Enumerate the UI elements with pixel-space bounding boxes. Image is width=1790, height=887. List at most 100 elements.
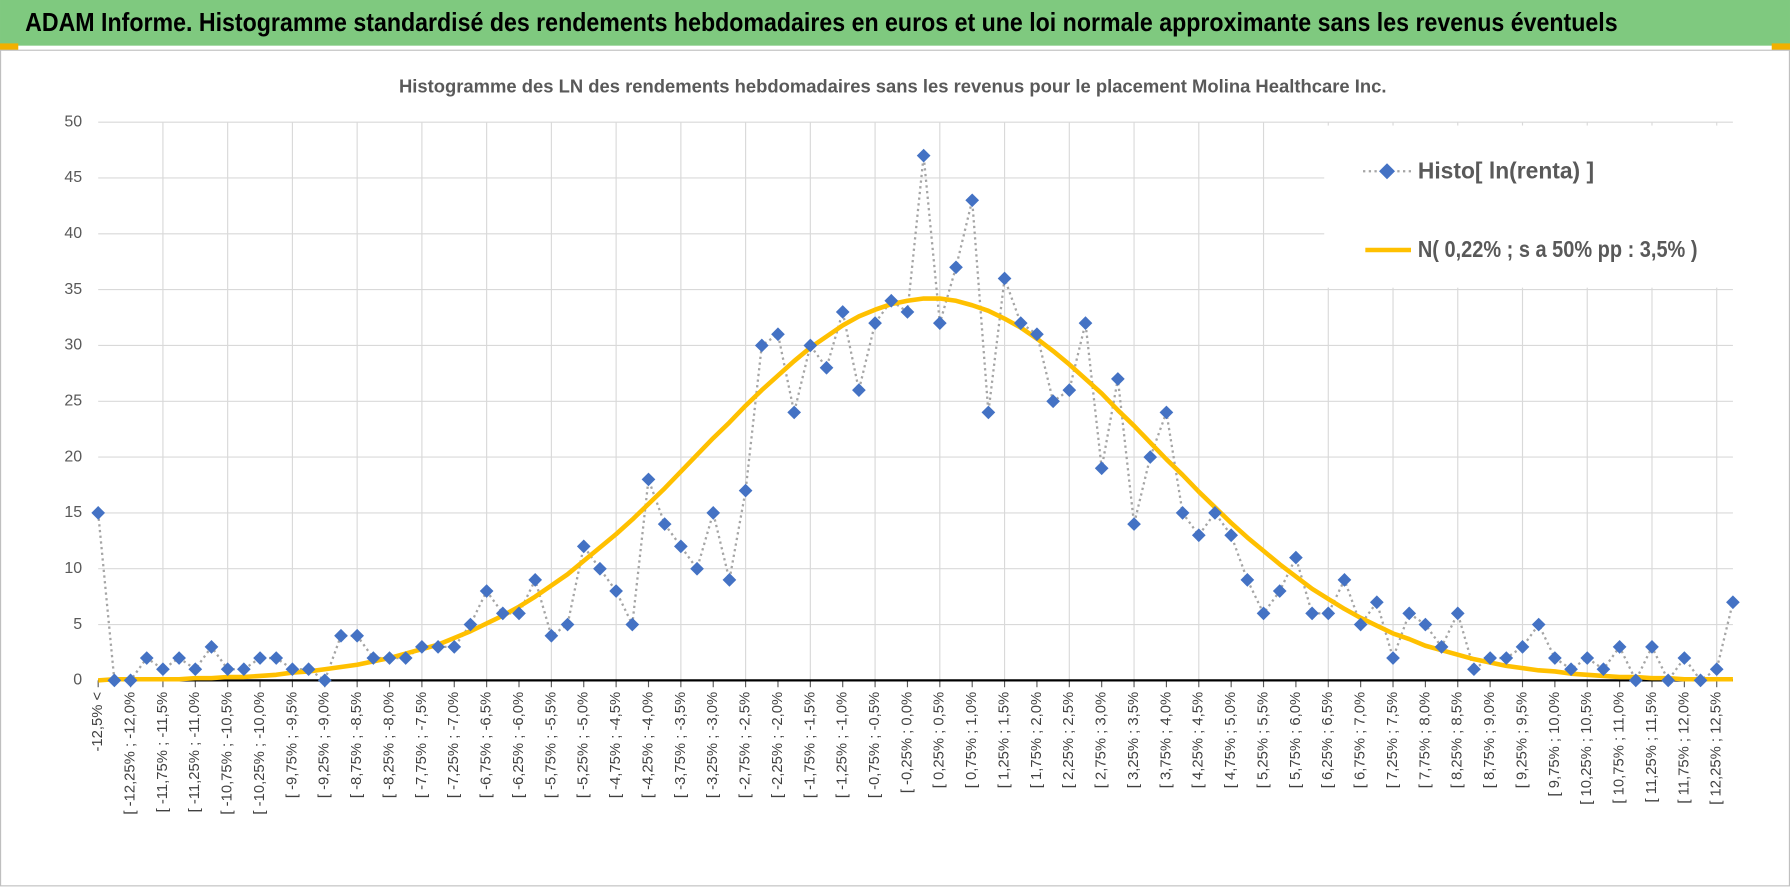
legend-box (1324, 125, 1736, 288)
chart-title: Histogramme des LN des rendements hebdom… (399, 76, 1386, 97)
x-tick-label: [ 1,75% ; 2,0% (1029, 692, 1045, 788)
marker (1612, 640, 1627, 654)
marker (463, 617, 478, 632)
marker (1369, 595, 1384, 610)
x-tick-label: [ -2,75% ; -2,5% (738, 692, 754, 798)
y-tick-label: 5 (73, 616, 82, 633)
x-tick-label: [ 0,25% ; 0,5% (932, 692, 948, 788)
y-tick-label: 30 (64, 337, 82, 354)
marker (156, 662, 170, 677)
legend-marker (1379, 163, 1396, 180)
y-tick-label: 40 (64, 225, 82, 242)
x-tick-label: [ 12,25% ; 12,5% (1709, 692, 1725, 805)
marker (738, 483, 753, 498)
x-tick-label: [ 4,25% ; 4,5% (1191, 692, 1207, 788)
header-bar (0, 0, 1790, 46)
marker (91, 506, 106, 520)
marker (657, 517, 672, 531)
x-tick-label: [ -4,75% ; -4,5% (608, 692, 624, 798)
y-tick-label: 45 (64, 169, 82, 186)
marker (690, 561, 704, 576)
x-tick-label: [ -6,25% ; -6,0% (511, 692, 527, 798)
x-tick-label: [ 8,75% ; 9,0% (1482, 692, 1498, 788)
x-tick-label: [ 6,75% ; 7,0% (1353, 692, 1369, 788)
marker (301, 662, 316, 677)
marker (1078, 316, 1093, 330)
marker (560, 617, 575, 632)
x-tick-label: [ -5,25% ; -5,0% (576, 692, 592, 798)
marker (1191, 528, 1206, 543)
x-tick-label: [ 10,25% ; 10,5% (1579, 692, 1595, 805)
legend-label: Histo[ ln(renta) ] (1418, 157, 1594, 183)
marker (1709, 662, 1724, 677)
marker (237, 662, 251, 677)
marker (884, 293, 899, 308)
x-tick-label: [ 7,75% ; 8,0% (1417, 692, 1433, 788)
x-tick-label: [ -3,75% ; -3,5% (673, 692, 689, 798)
marker (803, 338, 818, 353)
x-tick-label: [ 2,25% ; 2,5% (1061, 692, 1077, 788)
page-title: ADAM Informe. Histogramme standardisé de… (25, 7, 1617, 37)
x-tick-label: [ 8,25% ; 8,5% (1450, 692, 1466, 788)
marker (204, 640, 219, 654)
marker (625, 617, 640, 632)
x-tick-label: -12,5% < (90, 692, 106, 752)
marker (641, 472, 656, 487)
marker (593, 561, 607, 576)
x-tick-label: [ 10,75% ; 11,0% (1612, 692, 1628, 804)
marker (1418, 617, 1433, 632)
x-tick-label: [ 1,25% ; 1,5% (996, 692, 1012, 788)
y-tick-label: 20 (64, 448, 82, 465)
marker (1224, 528, 1239, 543)
x-tick-label: [ -9,25% ; -9,0% (317, 692, 333, 798)
corner-mark (0, 43, 19, 51)
x-tick-label: [ -7,75% ; -7,5% (414, 692, 430, 798)
x-tick-label: [ 6,25% ; 6,5% (1320, 692, 1336, 788)
marker (916, 148, 931, 163)
x-tick-label: [ -3,25% ; -3,0% (705, 692, 721, 798)
x-tick-label: [ 3,75% ; 4,0% (1158, 692, 1174, 788)
marker (1030, 327, 1044, 342)
marker (981, 405, 996, 420)
legend-label: N( 0,22% ; s a 50% pp : 3,5% ) (1418, 236, 1698, 262)
y-tick-label: 15 (64, 504, 82, 521)
x-tick-label: [ 9,75% ; 10,0% (1547, 692, 1563, 797)
marker (1127, 517, 1141, 531)
marker (965, 193, 980, 208)
x-tick-label: [ -1,75% ; -1,5% (802, 692, 818, 798)
y-tick-label: 25 (64, 392, 82, 409)
y-tick-label: 0 (73, 672, 82, 689)
x-tick-label: [ -10,75% ; -10,5% (220, 692, 236, 815)
y-tick-label: 50 (64, 113, 82, 130)
x-tick-label: [ -9,75% ; -9,5% (284, 692, 300, 798)
marker (1062, 383, 1077, 397)
x-tick-label: [ -8,75% ; -8,5% (349, 692, 365, 798)
marker (576, 539, 591, 554)
marker (1208, 506, 1222, 520)
y-tick-label: 10 (64, 560, 82, 577)
marker (1596, 662, 1611, 677)
x-tick-label: [ 0,75% ; 1,0% (964, 692, 980, 788)
legend: Histo[ ln(renta) ] N( 0,22% ; s a 50% pp … (1324, 125, 1736, 288)
x-tick-label: [ -11,75% ; -11,5% (155, 692, 171, 813)
marker (787, 405, 802, 420)
marker (1013, 316, 1028, 330)
x-tick-label: [ -4,25% ; -4,0% (640, 692, 656, 798)
grid: 0 5 10 15 20 25 30 35 40 45 50 -12,5% < [ -12,25% ; … (64, 113, 1733, 815)
x-tick-label: [ 7,25% ; 7,5% (1385, 692, 1401, 788)
marker (188, 662, 203, 677)
corner-mark (1771, 43, 1790, 51)
x-tick-label: [ 9,25% ; 9,5% (1514, 692, 1530, 788)
marker (1467, 662, 1481, 677)
x-tick-label: [ -8,25% ; -8,0% (381, 692, 397, 798)
x-tick-label: [ -10,25% ; -10,0% (252, 692, 268, 815)
marker (447, 640, 462, 654)
x-tick-label: [ -11,25% ; -11,0% (187, 692, 203, 813)
x-tick-label: [ 5,75% ; 6,0% (1288, 692, 1304, 788)
marker (220, 662, 235, 677)
marker (415, 640, 429, 654)
x-tick-label: [ -12,25% ; -12,0% (122, 692, 138, 815)
x-tick-label: [ -6,75% ; -6,5% (479, 692, 495, 798)
x-tick-label: [ 2,75% ; 3,0% (1094, 692, 1110, 788)
marker (674, 539, 688, 554)
